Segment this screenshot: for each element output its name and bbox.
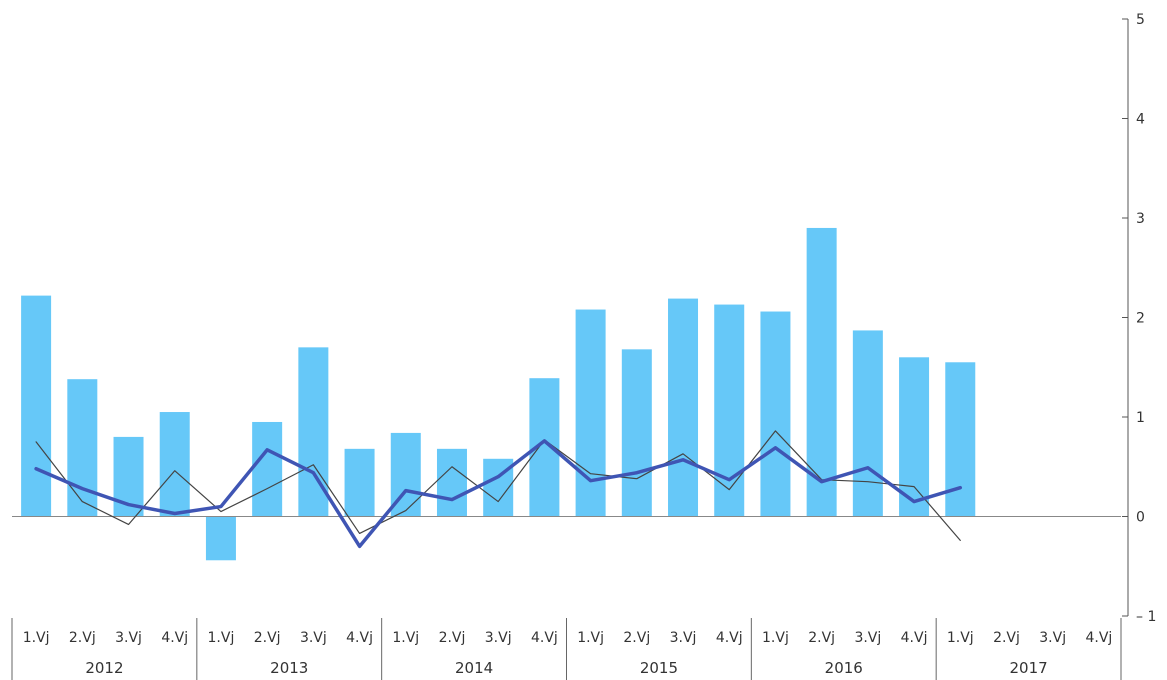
y-tick-label: 4 bbox=[1136, 112, 1145, 128]
bar-2013-2.Vj bbox=[252, 421, 283, 517]
x-tick-label: 2.Vj bbox=[993, 630, 1020, 646]
y-tick-label: 1 bbox=[1136, 410, 1145, 426]
x-group-label-2017: 2017 bbox=[1009, 659, 1047, 677]
x-tick-label: 2.Vj bbox=[69, 630, 96, 646]
bar-2013-1.Vj bbox=[205, 516, 236, 561]
x-tick-label: 1.Vj bbox=[392, 630, 419, 646]
bar-2012-2.Vj bbox=[67, 379, 98, 517]
x-tick-label: 2.Vj bbox=[254, 630, 281, 646]
bar-2015-2.Vj bbox=[621, 349, 652, 517]
x-group-label-2014: 2014 bbox=[455, 659, 493, 677]
x-tick-label: 1.Vj bbox=[208, 630, 235, 646]
x-tick-label: 4.Vj bbox=[346, 630, 373, 646]
x-tick-label: 2.Vj bbox=[808, 630, 835, 646]
x-group-label-2016: 2016 bbox=[825, 659, 863, 677]
y-tick-label: 0 bbox=[1136, 510, 1145, 526]
x-axis: 1.Vj 2.Vj 3.Vj 4.Vj 1.Vj 2.Vj 3.Vj 4.Vj 1.Vj 2.Vj… bbox=[11, 618, 1122, 680]
bar-2016-3.Vj bbox=[852, 330, 883, 517]
x-tick-label: 3.Vj bbox=[1039, 630, 1066, 646]
x-tick-label: 4.Vj bbox=[716, 630, 743, 646]
x-tick-label: 4.Vj bbox=[901, 630, 928, 646]
bar-2013-4.Vj bbox=[344, 448, 375, 517]
line-series-thin bbox=[35, 430, 961, 541]
bar-2017-1.Vj bbox=[945, 362, 976, 517]
x-tick-label: 4.Vj bbox=[531, 630, 558, 646]
x-tick-label: 1.Vj bbox=[947, 630, 974, 646]
bar-2015-4.Vj bbox=[714, 304, 745, 517]
x-tick-label: 1.Vj bbox=[762, 630, 789, 646]
line-series-group bbox=[34, 430, 963, 549]
y-tick-label: 3 bbox=[1136, 211, 1145, 227]
x-tick-label: 3.Vj bbox=[300, 630, 327, 646]
line-series-thick bbox=[34, 439, 963, 549]
x-group-label-2012: 2012 bbox=[85, 659, 123, 677]
x-tick-label: 1.Vj bbox=[577, 630, 604, 646]
y-tick-label: – 1 bbox=[1136, 609, 1156, 625]
x-group-label-2013: 2013 bbox=[270, 659, 308, 677]
x-tick-label: 3.Vj bbox=[670, 630, 697, 646]
bar-2015-1.Vj bbox=[575, 309, 606, 517]
x-tick-label: 2.Vj bbox=[623, 630, 650, 646]
y-tick-label: 2 bbox=[1136, 311, 1145, 327]
x-tick-label: 3.Vj bbox=[485, 630, 512, 646]
x-tick-label: 3.Vj bbox=[115, 630, 142, 646]
bar-2016-4.Vj bbox=[899, 357, 930, 517]
x-group-label-2015: 2015 bbox=[640, 659, 678, 677]
x-tick-label: 4.Vj bbox=[161, 630, 188, 646]
bar-2015-3.Vj bbox=[668, 298, 699, 517]
bar-2014-2.Vj bbox=[436, 448, 467, 517]
x-tick-label: 2.Vj bbox=[439, 630, 466, 646]
x-tick-label: 1.Vj bbox=[23, 630, 50, 646]
y-tick-label: 5 bbox=[1136, 12, 1145, 28]
y-axis: 5 4 3 2 1 0 – 1 bbox=[1122, 12, 1156, 625]
x-tick-label: 4.Vj bbox=[1085, 630, 1112, 646]
bar-2012-4.Vj bbox=[159, 412, 190, 517]
x-tick-label: 3.Vj bbox=[854, 630, 881, 646]
bar-2012-1.Vj bbox=[21, 295, 52, 517]
bar-2016-1.Vj bbox=[760, 311, 791, 517]
